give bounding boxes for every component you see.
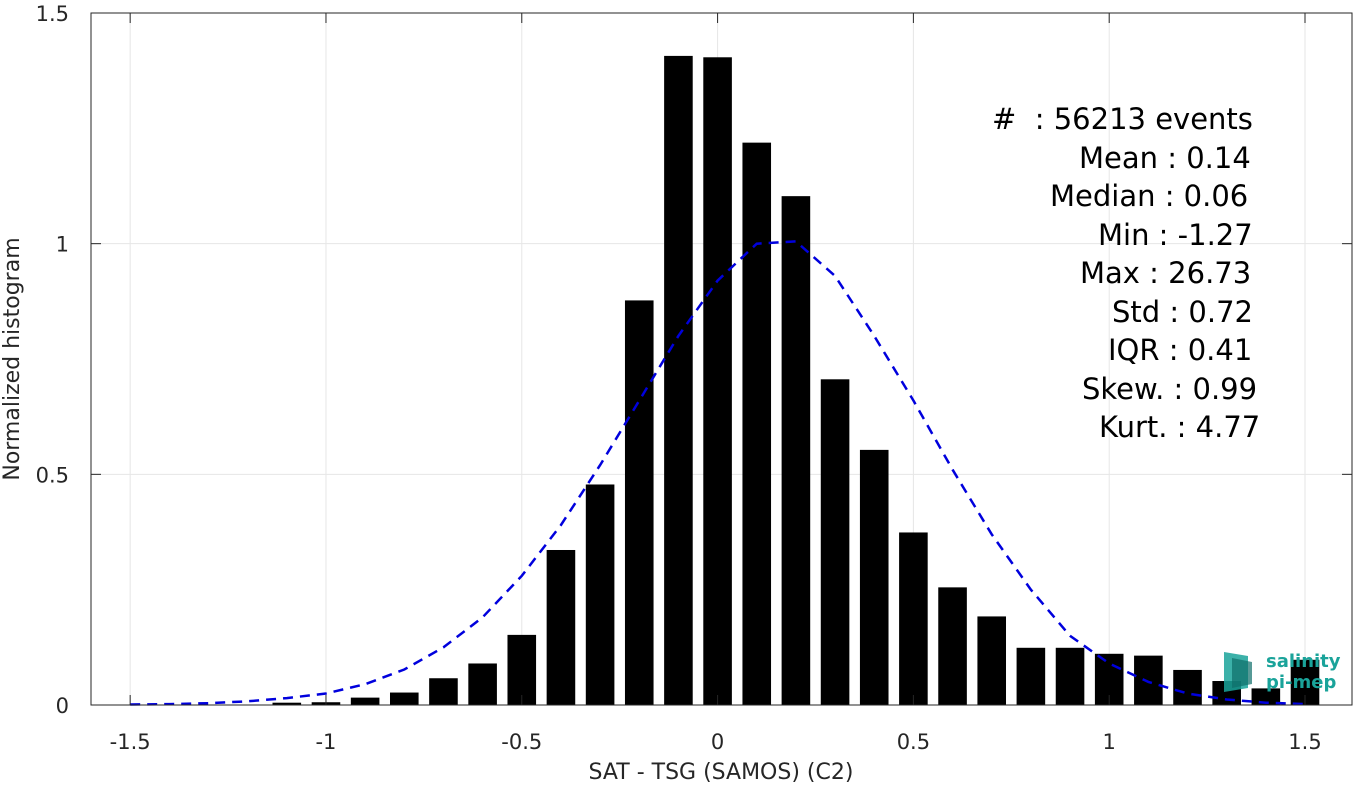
ticks: -1.5 -1 -0.5 0 0.5 1 1.5 0 0.5 1 1.5: [36, 2, 1352, 754]
x-tick-label: 1: [1103, 730, 1116, 754]
histogram-bar: [742, 142, 772, 706]
stat-mean: Mean : 0.14: [1079, 140, 1251, 175]
histogram-bar: [703, 57, 732, 705]
stat-kurt: Kurt. : 4.77: [1099, 410, 1261, 444]
histogram-bar: [585, 484, 615, 705]
stat-median: Median : 0.06: [1050, 179, 1249, 213]
histogram-bar: [781, 196, 811, 705]
fit-curve-group: [130, 240, 1306, 706]
x-tick-label: 0.5: [897, 730, 930, 754]
stat-std: Std : 0.72: [1112, 294, 1253, 329]
histogram-bar: [507, 634, 537, 705]
x-tick-label: 1.5: [1288, 730, 1321, 754]
x-tick-label: -0.5: [501, 730, 542, 754]
histogram-bar: [938, 587, 967, 705]
stat-count: # : 56213 events: [992, 102, 1253, 136]
y-tick-label: 1.5: [36, 2, 69, 26]
histogram-bar: [350, 697, 380, 705]
histogram-bar: [389, 692, 419, 705]
x-tick-label: -1: [315, 730, 336, 754]
histogram-bar: [546, 549, 576, 705]
histogram-bar: [624, 300, 654, 705]
histogram-bar: [1016, 647, 1046, 705]
stat-iqr: IQR : 0.41: [1108, 333, 1253, 367]
histogram-bar: [820, 379, 850, 705]
histogram-bar: [429, 678, 458, 705]
x-tick-label: 0: [711, 730, 724, 754]
stat-min: Min : -1.27: [1098, 217, 1253, 252]
histogram-bar: [272, 702, 302, 705]
y-tick-label: 1: [56, 233, 69, 257]
histogram-bar: [899, 532, 928, 705]
x-axis-label: SAT - TSG (SAMOS) (C2): [589, 760, 854, 785]
salinity-pi-mep-logo: salinity pi-mep: [1224, 651, 1341, 693]
histogram-bar: [1134, 655, 1163, 705]
histogram-bar: [859, 449, 889, 705]
x-tick-label: -1.5: [110, 730, 151, 754]
stat-skew: Skew. : 0.99: [1082, 371, 1258, 406]
y-tick-label: 0: [56, 694, 69, 718]
stat-max: Max : 26.73: [1080, 256, 1252, 290]
stats-panel: # : 56213 events Mean : 0.14 Median : 0.…: [940, 100, 1280, 447]
histogram-bar: [1251, 688, 1281, 705]
gaussian-fit-curve: [130, 240, 1306, 706]
logo-line1: salinity: [1266, 651, 1341, 672]
axes-frame: [90, 12, 1353, 706]
histogram-bar: [1173, 669, 1202, 705]
histogram-bar: [1055, 647, 1085, 705]
y-axis-label: Normalized histogram: [0, 237, 25, 480]
logo-mark-shade-icon: [1232, 658, 1252, 688]
y-tick-label: 0.5: [36, 463, 69, 487]
histogram-bar: [664, 55, 693, 706]
histogram-bar: [977, 616, 1007, 705]
histogram-bar: [468, 663, 497, 705]
logo-line2: pi-mep: [1266, 672, 1336, 693]
plot-frame: [90, 12, 1353, 706]
